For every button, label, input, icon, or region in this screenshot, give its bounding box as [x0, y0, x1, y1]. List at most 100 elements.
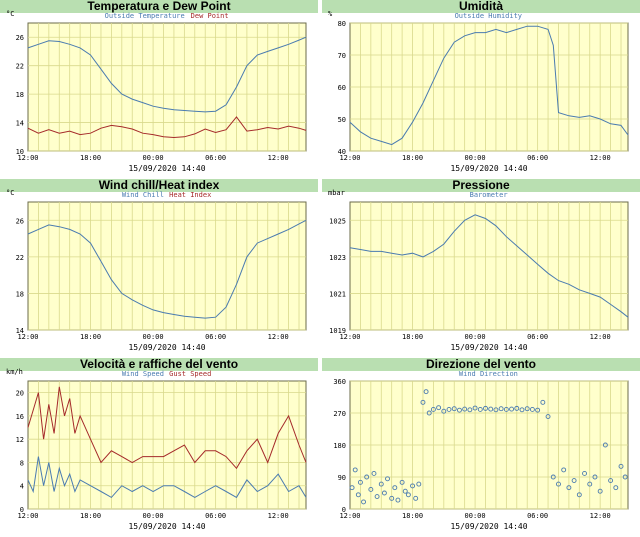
- scatter-point-5: [355, 492, 361, 498]
- scatter-point-5: [399, 479, 405, 485]
- y-tick-label-2: 14: [16, 327, 24, 335]
- y-tick-label-1: 40: [338, 148, 346, 156]
- legend-entry-0: Outside Temperature: [105, 12, 185, 20]
- x-tick-label-2: 12:00: [268, 333, 289, 341]
- legend-entry-2: Heat Index: [169, 191, 211, 199]
- x-tick-label-2: 00:00: [143, 333, 164, 341]
- scatter-point-5: [410, 483, 415, 489]
- scatter-point-5: [571, 478, 577, 484]
- scatter-point-5: [441, 408, 447, 414]
- y-tick-label-4: 12: [16, 436, 24, 444]
- timestamp-label-4: 15/09/2020 14:40: [128, 522, 205, 531]
- y-tick-label-3: 1023: [329, 254, 346, 262]
- scatter-point-5: [602, 442, 608, 448]
- scatter-point-5: [592, 474, 598, 480]
- timestamp-label-2: 15/09/2020 14:40: [128, 343, 205, 352]
- scatter-point-5: [426, 410, 432, 416]
- scatter-point-5: [451, 406, 457, 412]
- y-tick-label-0: 10: [16, 148, 24, 156]
- scatter-point-5: [357, 479, 363, 485]
- x-tick-label-3: 12:00: [590, 333, 611, 341]
- scatter-point-5: [597, 488, 603, 494]
- x-tick-label-4: 18:00: [80, 512, 101, 520]
- scatter-point-5: [352, 467, 358, 473]
- scatter-point-5: [389, 495, 395, 501]
- scatter-point-5: [456, 407, 462, 413]
- scatter-point-5: [436, 405, 442, 411]
- y-tick-label-5: 270: [333, 410, 346, 418]
- legend-entry-4: Gust Speed: [169, 370, 211, 378]
- scatter-point-5: [395, 497, 401, 503]
- x-tick-label-3: 12:00: [339, 333, 360, 341]
- scatter-point-5: [587, 481, 593, 487]
- y-tick-label-4: 4: [20, 483, 24, 491]
- scatter-point-5: [467, 407, 473, 413]
- scatter-point-5: [381, 490, 387, 496]
- scatter-point-5: [413, 495, 419, 501]
- x-tick-label-5: 00:00: [465, 512, 486, 520]
- x-tick-label-0: 12:00: [17, 154, 38, 162]
- scatter-point-5: [378, 481, 384, 487]
- y-tick-label-1: 60: [338, 84, 346, 92]
- y-unit-label-1: %: [328, 10, 333, 18]
- y-tick-label-5: 360: [333, 378, 346, 386]
- y-tick-label-4: 0: [20, 506, 24, 514]
- scatter-point-5: [446, 406, 452, 412]
- y-tick-label-4: 20: [16, 390, 24, 398]
- panel-title-wind-direction: Direzione del vento: [322, 358, 640, 371]
- plot-area-2: [27, 201, 307, 331]
- scatter-point-5: [545, 414, 551, 420]
- x-tick-label-4: 00:00: [143, 512, 164, 520]
- series-line-4-1: [27, 386, 307, 470]
- scatter-point-5: [430, 406, 436, 412]
- y-tick-label-3: 1025: [329, 217, 346, 225]
- timestamp-label-1: 15/09/2020 14:40: [450, 164, 527, 173]
- x-tick-label-0: 12:00: [268, 154, 289, 162]
- series-line-0-0: [27, 36, 307, 113]
- scatter-point-5: [540, 399, 546, 405]
- scatter-point-5: [613, 485, 619, 491]
- y-tick-label-1: 80: [338, 20, 346, 28]
- y-unit-label-0: °C: [6, 10, 14, 18]
- scatter-point-5: [550, 474, 556, 480]
- x-tick-label-3: 18:00: [402, 333, 423, 341]
- timestamp-label-0: 15/09/2020 14:40: [128, 164, 205, 173]
- scatter-point-5: [503, 406, 509, 412]
- x-tick-label-5: 12:00: [339, 512, 360, 520]
- legend-entry-2: Wind Chill: [122, 191, 164, 199]
- x-tick-label-3: 06:00: [527, 333, 548, 341]
- y-unit-label-2: °C: [6, 189, 14, 197]
- scatter-point-5: [374, 494, 380, 500]
- scatter-point-5: [477, 406, 483, 412]
- legend-entry-3: Barometer: [470, 191, 508, 199]
- scatter-point-5: [371, 470, 377, 476]
- x-tick-label-1: 12:00: [590, 154, 611, 162]
- y-tick-label-1: 50: [338, 116, 346, 124]
- scatter-point-5: [483, 405, 488, 411]
- legend-entry-4: Wind Speed: [122, 370, 164, 378]
- legend-entry-1: Outside Humidity: [455, 12, 522, 20]
- scatter-point-5: [535, 407, 541, 413]
- y-tick-label-5: 0: [342, 506, 346, 514]
- series-line-1-0: [349, 25, 629, 146]
- scatter-point-5: [582, 470, 587, 476]
- y-tick-label-2: 26: [16, 217, 24, 225]
- y-tick-label-4: 8: [20, 459, 24, 467]
- x-tick-label-2: 18:00: [80, 333, 101, 341]
- x-tick-label-4: 06:00: [205, 512, 226, 520]
- scatter-point-5: [519, 407, 525, 413]
- scatter-point-5: [420, 399, 426, 405]
- scatter-point-5: [514, 405, 520, 411]
- scatter-point-5: [493, 407, 499, 413]
- x-tick-label-3: 00:00: [465, 333, 486, 341]
- x-tick-label-5: 18:00: [402, 512, 423, 520]
- scatter-point-5: [416, 481, 422, 487]
- scatter-point-5: [364, 474, 370, 480]
- series-line-2-0: [27, 219, 307, 319]
- y-unit-label-4: km/h: [6, 368, 23, 376]
- panel-title-humidity: Umidità: [322, 0, 640, 13]
- y-tick-label-1: 70: [338, 52, 346, 60]
- x-tick-label-4: 12:00: [268, 512, 289, 520]
- x-tick-label-1: 18:00: [402, 154, 423, 162]
